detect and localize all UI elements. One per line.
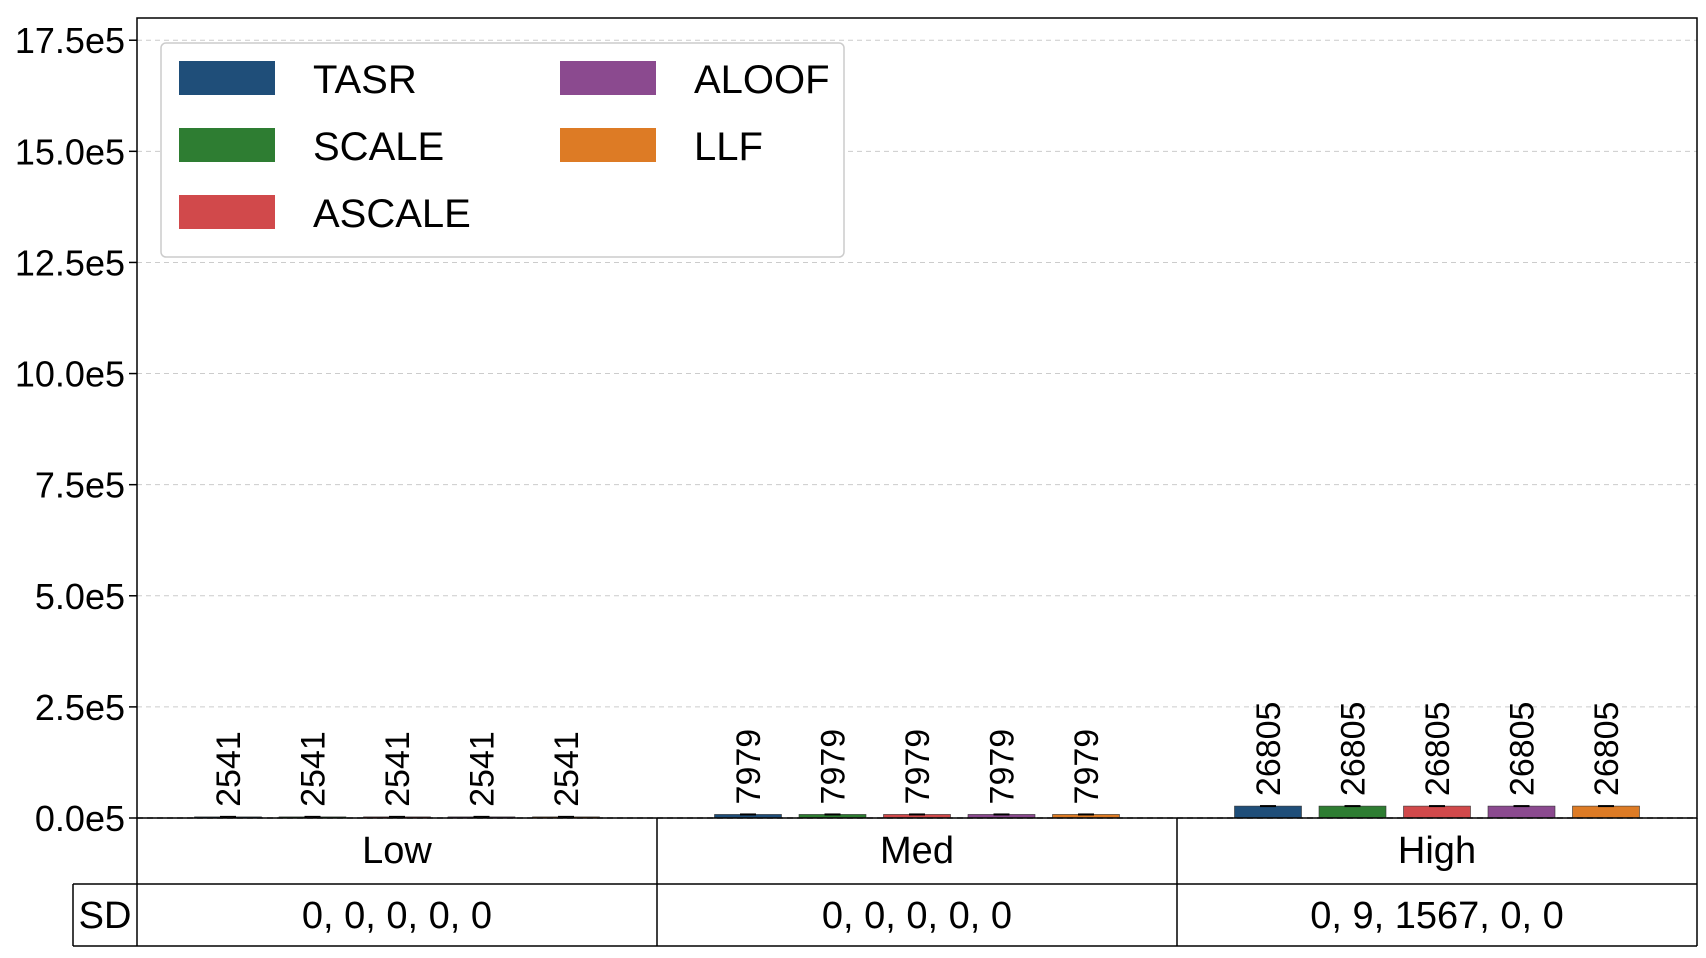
bar-value-label: 7979 <box>815 729 853 805</box>
y-tick-label: 0.0e5 <box>35 798 125 839</box>
bar <box>1487 805 1556 819</box>
bar-value-label: 26805 <box>1335 702 1373 797</box>
grid-lines <box>137 39 1697 708</box>
category-label: High <box>1398 830 1476 872</box>
y-tick-label: 17.5e5 <box>15 20 125 61</box>
legend-label: LLF <box>694 125 763 169</box>
sd-header: SD <box>79 895 132 937</box>
sd-value: 0, 9, 1567, 0, 0 <box>1310 895 1564 937</box>
bar-value-label: 7979 <box>1068 729 1106 805</box>
legend-swatch <box>560 128 656 162</box>
bar-value-label: 26805 <box>1419 702 1457 797</box>
legend-label: TASR <box>313 58 417 102</box>
legend-label: SCALE <box>313 125 444 169</box>
bar-value-label: 2541 <box>379 731 417 807</box>
bar <box>1572 805 1640 819</box>
bar-value-label: 26805 <box>1250 702 1288 797</box>
legend-label: ALOOF <box>694 58 830 102</box>
bar-value-label: 2541 <box>295 731 333 807</box>
y-tick-label: 15.0e5 <box>15 131 125 172</box>
bar-value-label: 7979 <box>899 729 937 805</box>
legend-swatch <box>179 61 275 95</box>
y-tick-label: 10.0e5 <box>15 354 125 395</box>
sd-value: 0, 0, 0, 0, 0 <box>822 895 1012 937</box>
bar <box>1234 805 1302 819</box>
legend-label: ASCALE <box>313 192 471 236</box>
bar-value-label: 7979 <box>730 729 768 805</box>
y-tick-label: 5.0e5 <box>35 576 125 617</box>
legend-swatch <box>179 195 275 229</box>
bar-value-label: 7979 <box>984 729 1022 805</box>
y-tick-label: 12.5e5 <box>15 242 125 283</box>
bar-value-label: 26805 <box>1588 702 1626 797</box>
bar-value-label: 2541 <box>464 731 502 807</box>
bar-value-label: 2541 <box>548 731 586 807</box>
y-axis: 0.0e5 2.5e5 5.0e5 7.5e5 10.0e5 12.5e5 15.0e5 17… <box>15 17 1698 839</box>
y-tick-label: 7.5e5 <box>35 465 125 506</box>
legend-box <box>160 42 845 258</box>
bars: 2541 2541 2541 2541 2541 7979 7979 7979 7979 7979… <box>194 702 1640 819</box>
category-table: Low 0, 0, 0, 0, 0 Med 0, 0, 0, 0, 0 High 0, 9… <box>72 818 1698 947</box>
bar <box>1403 805 1471 819</box>
plot-frame <box>136 17 1698 819</box>
bar-value-label: 26805 <box>1504 702 1542 797</box>
category-label: Low <box>362 830 432 872</box>
bar-value-label: 2541 <box>210 731 248 807</box>
legend: TASR SCALE ASCALE ALOOF LLF <box>160 42 845 258</box>
sd-value: 0, 0, 0, 0, 0 <box>302 895 492 937</box>
bar <box>1318 805 1387 819</box>
y-tick-label: 2.5e5 <box>35 687 125 728</box>
legend-swatch <box>179 128 275 162</box>
legend-swatch <box>560 61 656 95</box>
category-label: Med <box>880 830 954 872</box>
